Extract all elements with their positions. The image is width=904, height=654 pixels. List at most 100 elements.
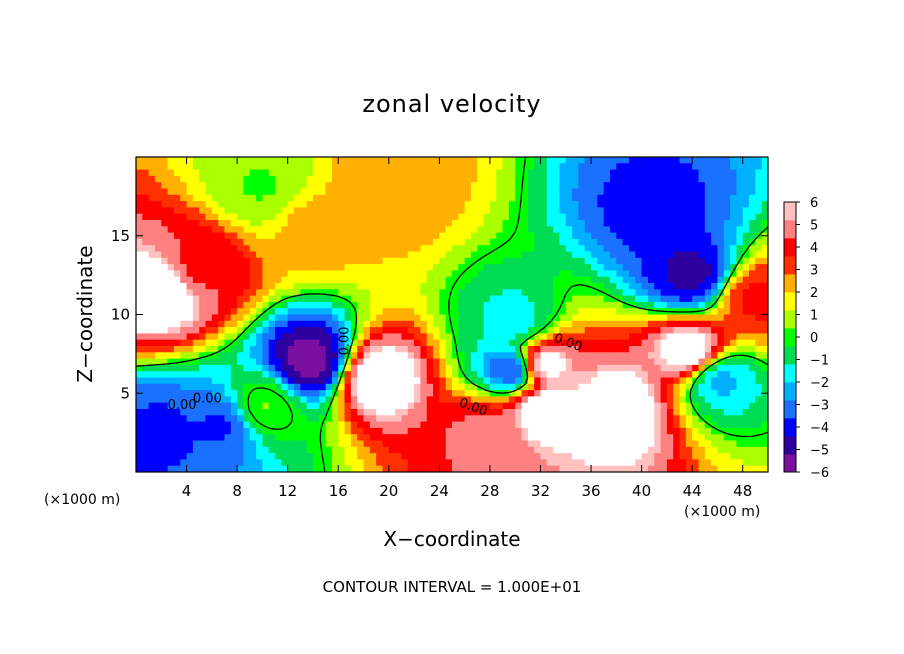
heatmap-cell xyxy=(192,327,200,334)
heatmap-cell xyxy=(641,276,649,284)
heatmap-cell xyxy=(534,169,542,177)
heatmap-cell xyxy=(211,427,219,435)
heatmap-cell xyxy=(420,308,428,316)
heatmap-cell xyxy=(647,327,655,334)
heatmap-cell xyxy=(565,283,573,290)
heatmap-cell xyxy=(376,409,384,416)
heatmap-cell xyxy=(742,201,750,208)
heatmap-cell xyxy=(628,396,636,404)
heatmap-cell xyxy=(331,182,339,190)
heatmap-cell xyxy=(211,320,219,328)
heatmap-cell xyxy=(458,333,466,341)
heatmap-cell xyxy=(679,427,687,435)
heatmap-cell xyxy=(704,182,712,190)
heatmap-cell xyxy=(300,421,308,429)
heatmap-cell xyxy=(641,415,649,423)
heatmap-cell xyxy=(243,446,251,454)
heatmap-cell xyxy=(338,194,346,202)
heatmap-cell xyxy=(136,427,143,435)
heatmap-cell xyxy=(755,346,763,353)
heatmap-cell xyxy=(502,207,510,215)
heatmap-cell xyxy=(521,396,529,404)
heatmap-cell xyxy=(622,226,630,234)
heatmap-cell xyxy=(666,213,674,221)
heatmap-cell xyxy=(502,201,510,208)
heatmap-cell xyxy=(483,257,491,265)
heatmap-cell xyxy=(350,207,358,215)
heatmap-cell xyxy=(489,276,497,284)
heatmap-cell xyxy=(319,346,327,353)
heatmap-cell xyxy=(755,270,763,278)
heatmap-cell xyxy=(660,194,668,202)
heatmap-cell xyxy=(237,314,245,322)
heatmap-cell xyxy=(717,396,725,404)
heatmap-cell xyxy=(470,339,478,347)
heatmap-cell xyxy=(565,409,573,416)
heatmap-cell xyxy=(508,194,516,202)
heatmap-cell xyxy=(363,396,371,404)
heatmap-cell xyxy=(584,289,592,297)
heatmap-cell xyxy=(452,333,459,341)
heatmap-cell xyxy=(167,377,175,385)
heatmap-cell xyxy=(660,377,668,385)
heatmap-cell xyxy=(224,371,232,379)
heatmap-cell xyxy=(369,175,377,183)
heatmap-cell xyxy=(439,333,447,341)
heatmap-cell xyxy=(704,301,712,309)
heatmap-cell xyxy=(515,182,523,190)
heatmap-cell xyxy=(755,409,763,416)
heatmap-cell xyxy=(445,402,453,410)
heatmap-cell xyxy=(742,314,750,322)
heatmap-cell xyxy=(736,327,744,334)
heatmap-cell xyxy=(205,434,213,442)
heatmap-cell xyxy=(401,188,409,196)
heatmap-cell xyxy=(565,175,573,183)
heatmap-cell xyxy=(616,201,624,208)
heatmap-cell xyxy=(572,182,579,190)
heatmap-cell xyxy=(546,308,554,316)
heatmap-cell xyxy=(230,213,238,221)
heatmap-cell xyxy=(268,434,276,442)
heatmap-cell xyxy=(407,320,415,328)
heatmap-cell xyxy=(136,238,143,246)
heatmap-cell xyxy=(363,333,371,341)
heatmap-cell xyxy=(502,377,510,385)
heatmap-cell xyxy=(591,371,598,379)
heatmap-cell xyxy=(186,465,194,472)
heatmap-cell xyxy=(660,339,668,347)
heatmap-cell xyxy=(357,371,365,379)
heatmap-cell xyxy=(597,415,605,423)
heatmap-cell xyxy=(256,289,263,297)
heatmap-cell xyxy=(407,446,415,454)
heatmap-cell xyxy=(192,175,200,183)
heatmap-cell xyxy=(635,453,643,460)
heatmap-cell xyxy=(294,427,301,435)
heatmap-cell xyxy=(692,421,700,429)
heatmap-cell xyxy=(635,371,643,379)
heatmap-cell xyxy=(167,257,175,265)
heatmap-cell xyxy=(338,163,346,171)
heatmap-cell xyxy=(325,352,333,360)
heatmap-cell xyxy=(192,194,200,202)
heatmap-cell xyxy=(559,364,567,372)
heatmap-cell xyxy=(312,327,320,334)
heatmap-cell xyxy=(420,421,428,429)
heatmap-cell xyxy=(363,371,371,379)
heatmap-cell xyxy=(647,251,655,259)
heatmap-cell xyxy=(357,377,365,385)
heatmap-cell xyxy=(180,264,188,271)
heatmap-cell xyxy=(287,157,295,164)
heatmap-cell xyxy=(673,390,681,397)
heatmap-cell xyxy=(306,421,314,429)
heatmap-cell xyxy=(628,157,636,164)
heatmap-cell xyxy=(717,415,725,423)
heatmap-cell xyxy=(331,434,339,442)
heatmap-cell xyxy=(312,213,320,221)
heatmap-cell xyxy=(256,352,263,360)
heatmap-cell xyxy=(717,358,725,366)
heatmap-cell xyxy=(685,446,693,454)
heatmap-cell xyxy=(243,257,251,265)
heatmap-cell xyxy=(300,453,308,460)
heatmap-cell xyxy=(180,440,188,448)
heatmap-cell xyxy=(464,459,472,467)
